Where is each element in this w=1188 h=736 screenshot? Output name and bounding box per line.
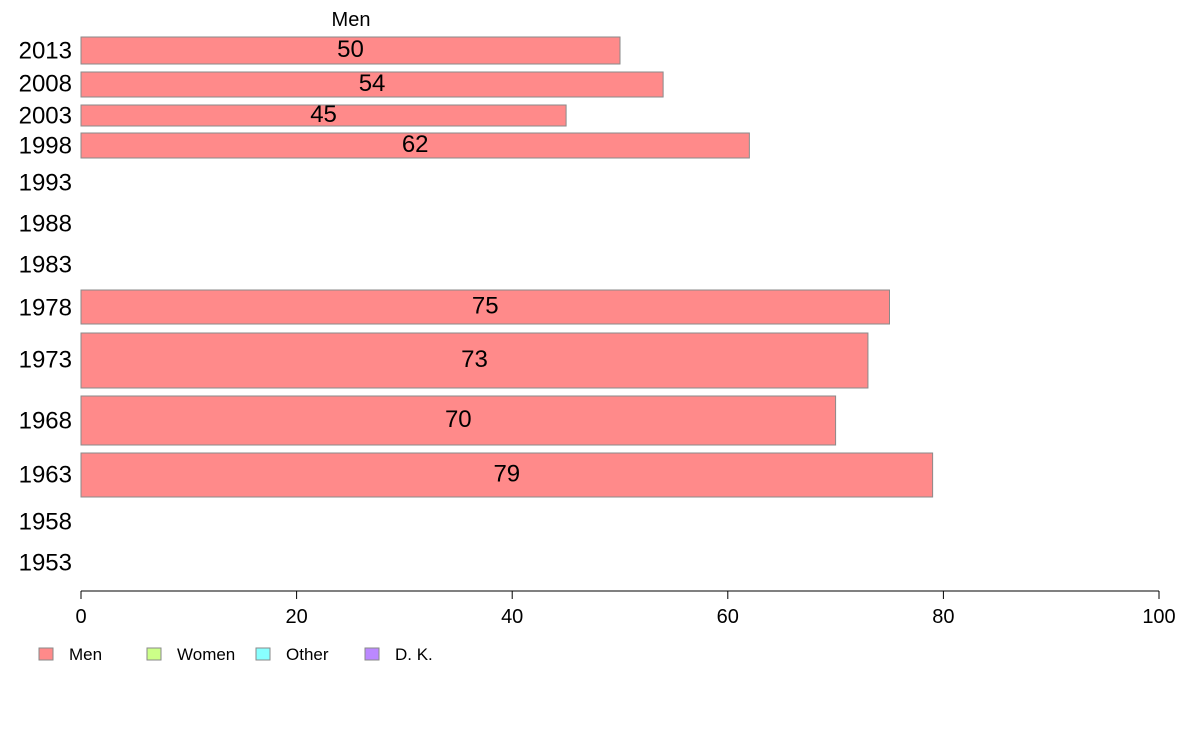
legend-swatch-other xyxy=(255,647,271,661)
category-label-1993: 1993 xyxy=(19,169,72,196)
x-tick-label-0: 0 xyxy=(75,606,86,628)
legend-label-men: Men xyxy=(69,645,102,664)
series-label: Men xyxy=(332,9,371,31)
category-labels: 2013 2008 2003 1998 1993 1988 1983 1978 1973 1968… xyxy=(19,37,72,576)
value-label-1998: 62 xyxy=(402,131,429,158)
category-label-1973: 1973 xyxy=(19,346,72,373)
category-label-1968: 1968 xyxy=(19,407,72,434)
category-label-2013: 2013 xyxy=(19,37,72,64)
value-labels: 50 54 45 62 75 73 70 79 xyxy=(310,36,520,488)
category-label-1953: 1953 xyxy=(19,549,72,576)
value-label-2003: 45 xyxy=(310,101,337,128)
x-tick-label-80: 80 xyxy=(932,606,954,628)
category-label-1963: 1963 xyxy=(19,461,72,488)
bar-1978 xyxy=(80,289,890,325)
bar-1973 xyxy=(80,332,869,389)
x-axis: 0 20 40 60 80 100 xyxy=(75,590,1176,628)
bar-1968 xyxy=(80,395,837,446)
category-label-2003: 2003 xyxy=(19,102,72,129)
legend-label-d-k: D. K. xyxy=(395,645,433,664)
category-label-1983: 1983 xyxy=(19,251,72,278)
category-label-1988: 1988 xyxy=(19,210,72,237)
bar-1963 xyxy=(80,452,934,498)
value-label-2013: 50 xyxy=(337,36,364,63)
bar-2003 xyxy=(80,104,567,127)
category-label-1998: 1998 xyxy=(19,132,72,159)
legend-label-women: Women xyxy=(177,645,235,664)
category-label-1978: 1978 xyxy=(19,294,72,321)
bars-layer xyxy=(80,36,934,498)
legend: Men Women Other D. K. xyxy=(38,645,433,664)
legend-label-other: Other xyxy=(286,645,329,664)
value-label-1978: 75 xyxy=(472,292,499,319)
value-label-1963: 79 xyxy=(493,460,520,487)
legend-swatch-men xyxy=(38,647,54,661)
category-label-1958: 1958 xyxy=(19,508,72,535)
x-tick-label-100: 100 xyxy=(1142,606,1175,628)
legend-swatch-d-k xyxy=(364,647,380,661)
value-label-1968: 70 xyxy=(445,406,472,433)
bar-2008 xyxy=(80,71,664,98)
bar-2013 xyxy=(80,36,621,65)
category-label-2008: 2008 xyxy=(19,70,72,97)
x-tick-label-20: 20 xyxy=(285,606,307,628)
legend-swatch-women xyxy=(146,647,162,661)
x-tick-label-40: 40 xyxy=(501,606,523,628)
value-label-1973: 73 xyxy=(461,346,488,373)
x-tick-label-60: 60 xyxy=(717,606,739,628)
bar-1998 xyxy=(80,132,750,159)
value-label-2008: 54 xyxy=(359,70,386,97)
